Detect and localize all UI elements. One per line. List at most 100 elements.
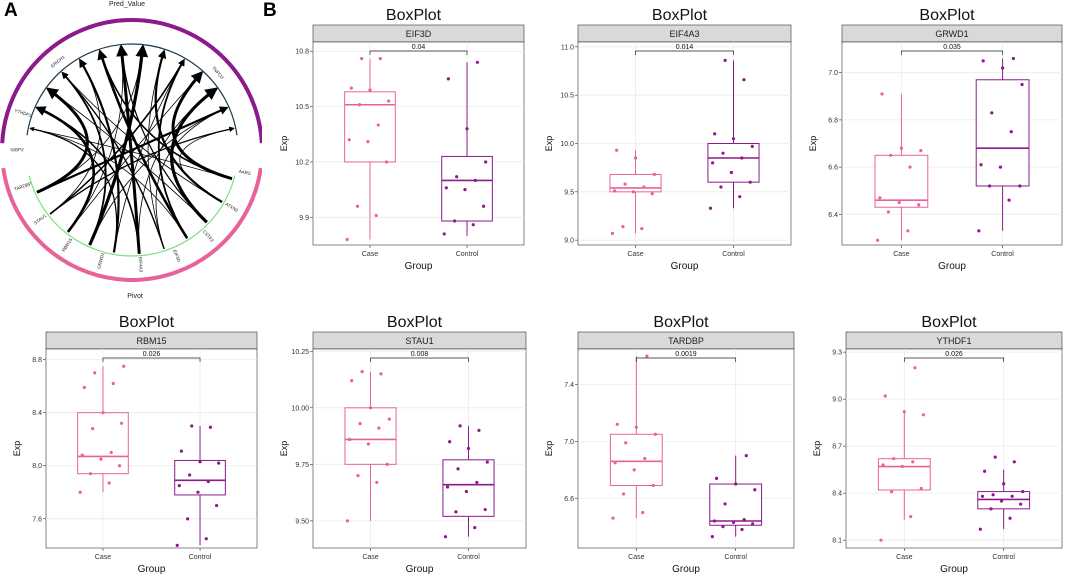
data-point [892,457,896,461]
chord-link [61,71,165,250]
data-point [101,411,105,415]
data-point [631,190,636,194]
chord-link [36,45,145,193]
panel-b-label: B [263,0,277,21]
data-point [374,213,378,218]
y-tick-label: 8.0 [32,463,42,470]
y-tick-label: 6.6 [828,165,838,172]
x-tick-label: Control [722,251,745,258]
chord-link [154,49,223,203]
data-point [177,484,181,488]
y-tick-label: 7.6 [32,516,42,523]
strip-label: TARDBP [668,336,704,346]
data-point [1002,482,1006,486]
data-point [475,60,479,64]
data-point [977,229,981,233]
data-point [906,229,910,233]
data-point [366,442,371,446]
data-point [878,196,882,200]
data-point [714,476,719,480]
box [77,412,129,475]
x-tick-label: Case [362,554,378,561]
strip-label: STAU1 [405,336,433,346]
data-point [886,210,891,214]
data-point [82,385,86,390]
box [344,407,397,465]
data-point [612,189,617,193]
y-tick-label: 11.0 [561,44,574,51]
y-tick-label: 6.4 [828,212,838,219]
data-point [911,460,915,464]
data-point [347,437,352,442]
data-point [378,57,382,61]
inner-bottom-arc [28,175,236,257]
data-point [186,517,190,521]
data-point [1020,82,1024,87]
data-point [634,425,638,429]
y-axis-label: Exp [544,441,554,457]
chord-link [113,59,185,253]
data-point [215,503,219,508]
y-tick-label: 10.25 [291,349,309,356]
data-point [640,226,644,231]
data-point [721,151,725,155]
x-axis-label: Group [406,564,434,575]
data-point [879,538,883,542]
plot-title: BoxPlot [653,314,709,331]
data-point [442,232,446,236]
data-point [902,410,906,414]
box [877,458,931,491]
y-tick-label: 6.8 [828,117,838,124]
data-point [1009,130,1013,134]
data-point [909,515,913,519]
data-point [651,483,655,488]
box [709,483,763,526]
data-point [188,473,192,477]
data-point [889,153,893,157]
y-tick-label: 8.4 [32,410,42,417]
data-point [988,184,992,188]
box [441,155,493,222]
data-point [750,144,754,148]
data-point [107,481,111,485]
data-point [978,527,982,531]
data-point [446,77,450,81]
data-point [109,450,113,455]
bottom-sector-label: YTHDF1 [14,108,33,118]
data-point [387,99,391,103]
data-point [919,148,923,153]
data-point [80,453,84,457]
data-point [921,413,926,417]
chord-diagram: Pred_Value Pivot ERICH1 TNPO3 AARS ATXN2 CST… [0,1,262,300]
data-point [384,160,389,164]
data-point [456,467,460,471]
data-point [179,449,183,453]
bottom-sector-label: IGBP2 [10,147,24,152]
data-point [993,455,997,459]
x-tick-label: Case [628,554,644,561]
data-point [744,454,748,458]
data-point [721,525,725,529]
data-point [740,527,744,532]
bottom-sector-label: STAU1 [33,213,48,226]
data-point [444,186,448,190]
box [707,143,760,183]
bottom-sector-label: TARDBP [14,181,33,192]
data-point [621,492,626,496]
p-value-label: 0.026 [143,351,161,358]
chord-link [36,87,89,194]
x-axis-label: Group [671,261,699,272]
data-point [1008,516,1012,520]
data-point [643,456,647,461]
x-tick-label: Control [457,554,480,561]
strip-label: YTHDF1 [936,336,971,346]
data-point [633,156,638,160]
panel-a-label: A [4,0,18,21]
chord-links [29,44,235,254]
data-point [624,441,628,445]
data-point [1018,184,1022,188]
boxplot-panel: BoxPlot YTHDF1 8.1 8.4 8.7 9.0 9.3 0.026 Case Con… [812,314,1063,575]
y-tick-label: 8.1 [832,538,842,545]
p-value-label: 0.04 [412,44,426,51]
significance-bracket [903,357,1005,362]
